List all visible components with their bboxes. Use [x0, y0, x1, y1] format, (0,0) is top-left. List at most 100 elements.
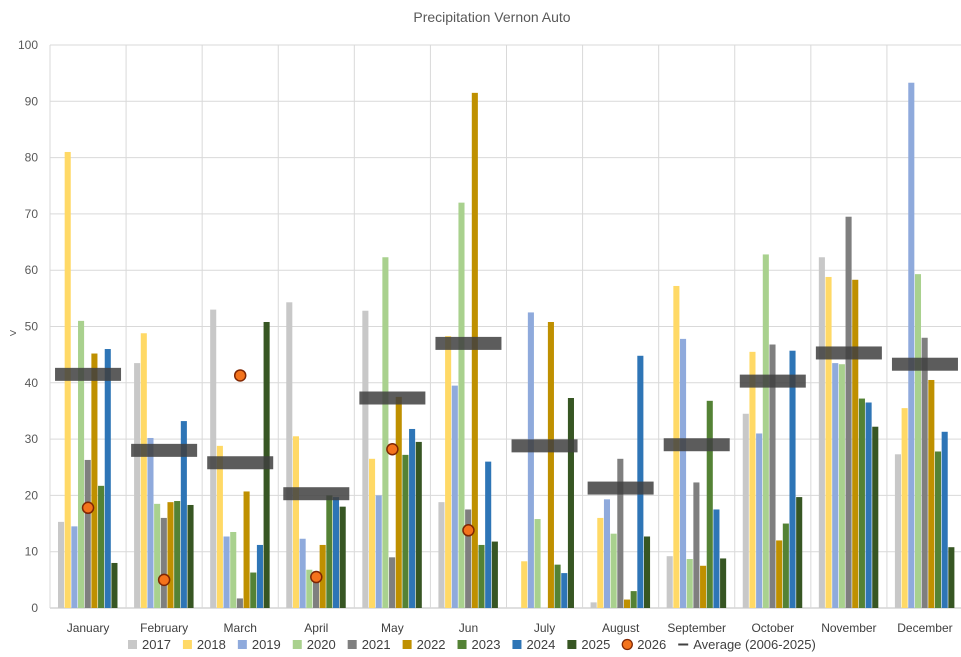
bar-2025-july [567, 398, 574, 608]
bar-2023-october [782, 523, 789, 608]
x-tick-label: September [667, 621, 726, 635]
bar-2025-september [720, 558, 727, 608]
average-markers [55, 336, 958, 501]
bar-2021-november [845, 216, 852, 608]
x-tick-label: January [67, 621, 110, 635]
bar-2022-september [700, 565, 707, 608]
bar-2021-september [693, 482, 700, 608]
bar-2020-november [838, 364, 845, 608]
legend-swatch [182, 640, 192, 649]
average-marker-november [815, 346, 882, 360]
bar-2018-november [825, 276, 832, 608]
legend-label: 2017 [142, 637, 171, 652]
legend-item-2023: 2023 [457, 637, 500, 652]
bar-2025-august [643, 536, 651, 608]
bar-2017-april [286, 302, 293, 608]
bar-2022-may [395, 396, 402, 608]
bar-2017-august [590, 602, 597, 608]
bar-2025-may [415, 441, 422, 608]
average-marker-february [131, 443, 198, 457]
bar-2025-april [339, 506, 346, 608]
average-marker-january [55, 367, 122, 381]
bar-2018-april [292, 436, 300, 608]
y-tick-label: 80 [25, 151, 39, 165]
point-2026-may [386, 442, 399, 456]
bar-2025-jun [491, 541, 498, 608]
bar-2024-march [256, 544, 263, 608]
average-marker-september [663, 438, 730, 452]
bar-2024-january [104, 349, 111, 608]
bar-2022-november [852, 279, 859, 608]
bar-2023-august [630, 591, 637, 608]
x-tick-label: December [897, 621, 952, 635]
legend-label: 2025 [581, 637, 610, 652]
legend-swatch [128, 640, 137, 649]
x-tick-label: August [602, 621, 640, 635]
bar-2021-october [769, 344, 776, 608]
legend-item-2025: 2025 [567, 637, 610, 652]
bar-2023-september [706, 400, 713, 608]
bar-2021-january [84, 459, 91, 608]
bar-2019-august [603, 499, 611, 608]
bar-2021-march [236, 598, 243, 608]
legend-swatch [457, 640, 467, 649]
bar-2017-jun [438, 502, 445, 608]
bar-2023-february [174, 501, 181, 608]
legend-label: 2024 [526, 637, 555, 652]
average-marker-jun [435, 336, 502, 350]
bar-2024-may [409, 428, 416, 608]
bar-2024-september [713, 509, 720, 608]
bar-2018-october [749, 351, 756, 608]
bar-2023-january [98, 485, 105, 608]
bar-2017-december [894, 454, 901, 608]
chart-title: Precipitation Vernon Auto [413, 9, 570, 25]
bar-2025-november [872, 426, 879, 608]
bars [58, 82, 955, 609]
bar-2023-april [326, 495, 333, 608]
x-tick-label: March [224, 621, 257, 635]
bar-2019-october [756, 433, 763, 608]
bar-2023-march [250, 572, 257, 608]
bar-2020-august [610, 533, 617, 608]
bar-2019-may [375, 495, 382, 608]
bar-2019-april [299, 538, 306, 608]
bar-2018-july [521, 561, 528, 608]
point-2026-jun [462, 524, 475, 537]
bar-2017-february [134, 363, 141, 608]
legend-label: 2021 [362, 637, 391, 652]
bar-2024-february [180, 421, 187, 608]
bar-2021-august [617, 458, 624, 608]
bar-2022-october [776, 540, 783, 608]
bar-2024-july [561, 573, 568, 608]
bar-2018-december [901, 408, 908, 608]
bar-2019-july [527, 312, 534, 608]
legend-item-2021: 2021 [347, 637, 391, 652]
bar-2019-march [223, 536, 230, 608]
bar-2019-november [832, 363, 839, 608]
bar-2020-april [306, 569, 313, 608]
bar-2019-september [680, 338, 687, 608]
point-2026-april [310, 570, 323, 584]
bar-2018-may [369, 458, 376, 608]
bar-2019-january [71, 526, 78, 608]
bar-2020-january [78, 320, 85, 608]
legend: 2017 2018 2019 2020 2021 2022 2023 2024 2025 2026… [128, 637, 816, 652]
y-tick-label: 0 [31, 601, 38, 615]
bar-2017-january [58, 521, 65, 608]
bar-2024-october [789, 350, 796, 608]
bar-2021-may [389, 557, 396, 608]
point-2026-february [157, 573, 171, 587]
legend-swatch [512, 640, 522, 649]
legend-swatch [567, 640, 577, 649]
bar-2024-jun [485, 461, 492, 608]
legend-label: 2020 [307, 637, 336, 652]
y-tick-label: 100 [18, 38, 38, 52]
bar-2022-july [547, 321, 554, 608]
bar-2021-april [312, 571, 320, 608]
bar-2020-july [534, 519, 541, 608]
y-tick-labels: 0 10 20 30 40 50 60 70 80 90 100 [18, 38, 38, 615]
bar-2020-march [230, 531, 237, 608]
x-tick-label: July [534, 621, 555, 635]
